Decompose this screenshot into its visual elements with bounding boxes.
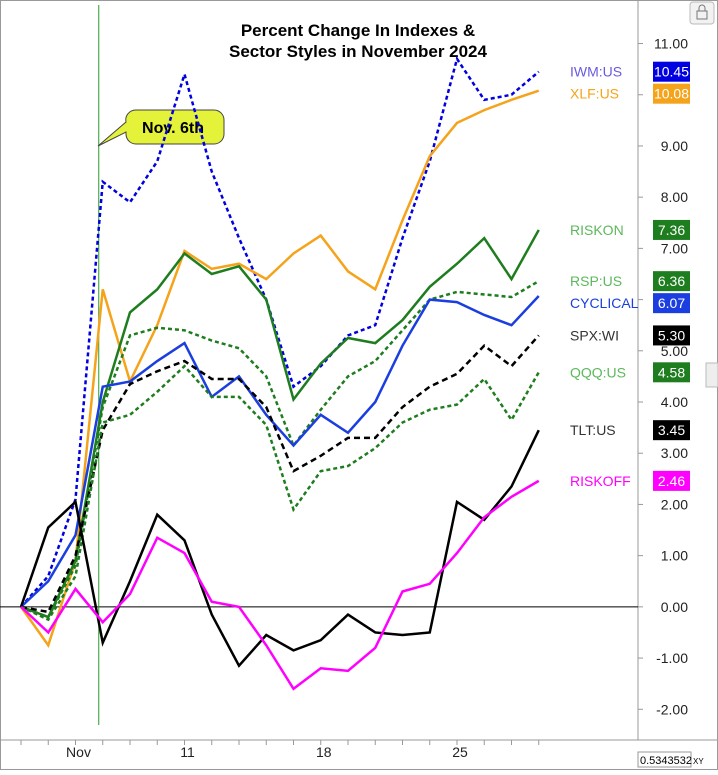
y-tick-label: -2.00 — [656, 701, 688, 717]
series-line — [20, 229, 540, 619]
value-box — [653, 293, 690, 314]
value-label: 6.07 — [658, 295, 685, 311]
series-line — [19, 89, 540, 649]
value-box — [653, 362, 690, 383]
value-box — [653, 83, 690, 104]
x-tick-label: Nov — [66, 744, 91, 760]
callout-text: Nov. 6th — [142, 120, 204, 137]
x-tick-label: 11 — [180, 744, 195, 760]
value-label: 3.45 — [658, 422, 685, 438]
value-box — [653, 219, 690, 240]
value-box — [653, 61, 690, 82]
value-box — [653, 325, 690, 346]
corner-readout: 0.5343532 — [640, 755, 692, 767]
value-box — [653, 420, 690, 441]
legend-label: RISKOFF — [570, 473, 631, 489]
series-line — [20, 280, 540, 619]
value-label: 4.58 — [658, 364, 685, 380]
legend-label: CYCLICAL — [570, 295, 639, 311]
legend-label: RISKON — [570, 222, 624, 238]
legend-label: SPX:WI — [570, 327, 619, 343]
readout-box — [637, 751, 692, 768]
y-tick-label: 5.00 — [661, 343, 688, 359]
series-line — [20, 334, 540, 614]
legend-label: RSP:US — [570, 273, 622, 289]
series-line — [19, 429, 540, 668]
y-tick-label: 4.00 — [661, 394, 688, 410]
callout — [97, 109, 225, 147]
chart-title: Sector Styles in November 2024 — [229, 42, 488, 61]
lock-icon — [696, 10, 708, 20]
value-label: 6.36 — [658, 273, 685, 289]
x-tick-label: 18 — [316, 744, 332, 760]
value-label: 5.30 — [658, 327, 685, 343]
legend-label: TLT:US — [570, 422, 616, 438]
x-tick-label: 25 — [452, 744, 468, 760]
y-tick-label: 8.00 — [661, 189, 688, 205]
value-box — [653, 271, 690, 292]
y-tick-label: 3.00 — [661, 445, 688, 461]
y-tick-label: 9.00 — [661, 138, 688, 154]
value-label: 2.46 — [658, 473, 685, 489]
scroll-handle[interactable] — [705, 362, 718, 388]
corner-readout-unit: XY — [693, 757, 704, 766]
y-tick-label: -1.00 — [656, 650, 688, 666]
y-tick-label: 1.00 — [661, 548, 688, 564]
value-label: 7.36 — [658, 222, 685, 238]
value-label: 10.08 — [654, 86, 689, 102]
legend-label: XLF:US — [570, 86, 619, 102]
chart-title: Percent Change In Indexes & — [241, 21, 475, 40]
value-box — [653, 470, 690, 491]
series-line — [20, 479, 540, 691]
series-line — [20, 295, 540, 608]
lock-button[interactable] — [689, 1, 715, 25]
series-line — [20, 55, 540, 608]
y-tick-label: 11.00 — [654, 36, 688, 52]
y-tick-label: 2.00 — [661, 496, 688, 512]
value-label: 10.45 — [654, 64, 689, 80]
y-tick-label: 0.00 — [661, 599, 688, 615]
y-tick-label: 7.00 — [661, 240, 688, 256]
legend-label: QQQ:US — [570, 364, 626, 380]
legend-label: IWM:US — [570, 64, 622, 80]
series-line — [20, 364, 540, 622]
lock-icon-shackle — [698, 4, 706, 11]
